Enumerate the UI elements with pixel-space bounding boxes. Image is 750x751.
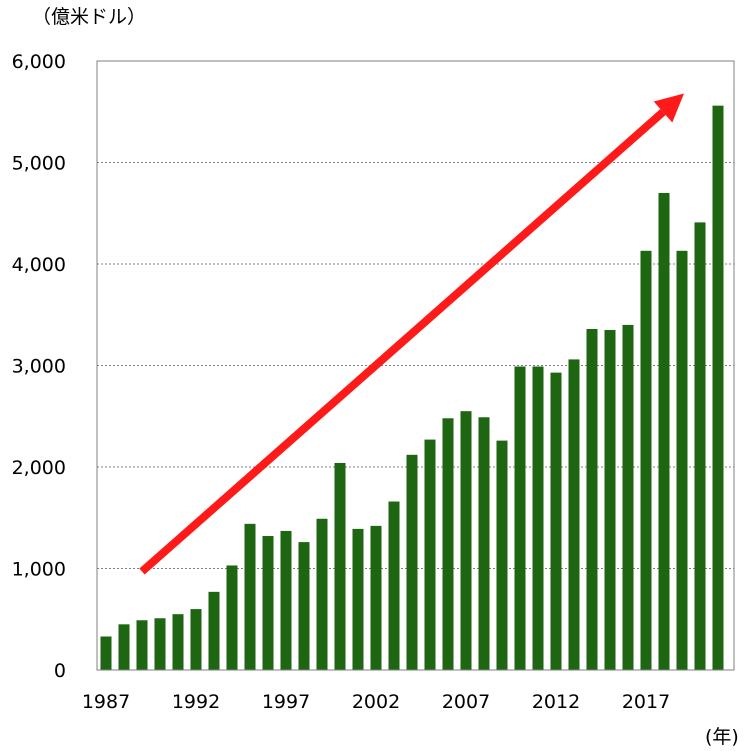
bar (550, 372, 562, 670)
bar (262, 536, 274, 670)
bar (352, 528, 364, 670)
bar (532, 366, 544, 670)
bar (514, 366, 526, 670)
bar (208, 591, 220, 670)
x-tick-label: 1997 (262, 691, 310, 713)
x-axis-unit-label: (年) (705, 726, 739, 748)
x-tick-label: 2002 (352, 691, 400, 713)
bar (280, 530, 292, 670)
bar (298, 542, 310, 670)
bar (676, 250, 688, 670)
bar (622, 324, 634, 670)
y-tick-label: 5,000 (12, 153, 66, 175)
y-axis-tick-labels: 0 1,000 2,000 3,000 4,000 5,000 6,000 (12, 51, 66, 682)
x-axis-tick-labels: 1987 1992 1997 2002 2007 2012 2017 (82, 691, 670, 713)
y-tick-label: 0 (54, 660, 66, 682)
x-tick-label: 2007 (442, 691, 490, 713)
bar (136, 620, 148, 670)
trend-arrow-shaft (139, 109, 666, 575)
bar (100, 636, 112, 670)
bar (406, 454, 418, 670)
bar (370, 525, 382, 670)
bar (190, 609, 202, 670)
bar (424, 439, 436, 670)
y-axis-unit-label: （億米ドル） (32, 6, 146, 28)
bar (244, 523, 256, 670)
x-tick-label: 1992 (172, 691, 220, 713)
bar (172, 614, 184, 670)
y-tick-label: 2,000 (12, 457, 66, 479)
bar (604, 329, 616, 670)
bar (460, 411, 472, 670)
x-tick-label: 2012 (532, 691, 580, 713)
bar (334, 462, 346, 670)
x-tick-label: 2017 (622, 691, 670, 713)
trend-arrow-head (653, 93, 684, 123)
bar (496, 440, 508, 670)
bar (388, 501, 400, 670)
bar (568, 359, 580, 670)
bar (478, 417, 490, 670)
bar (586, 328, 598, 670)
bar (118, 624, 130, 670)
bar (694, 222, 706, 670)
y-tick-label: 3,000 (12, 356, 66, 378)
bar (442, 418, 454, 670)
bar (658, 192, 670, 670)
plot-area-frame (96, 60, 735, 671)
bar (154, 618, 166, 670)
bar (712, 105, 724, 670)
y-tick-label: 4,000 (12, 254, 66, 276)
x-tick-label: 1987 (82, 691, 130, 713)
bars (100, 105, 724, 670)
bar (316, 518, 328, 670)
y-tick-label: 6,000 (12, 51, 66, 73)
bar (226, 565, 238, 670)
bar (640, 250, 652, 670)
y-tick-label: 1,000 (12, 559, 66, 581)
trend-arrow (139, 93, 684, 575)
